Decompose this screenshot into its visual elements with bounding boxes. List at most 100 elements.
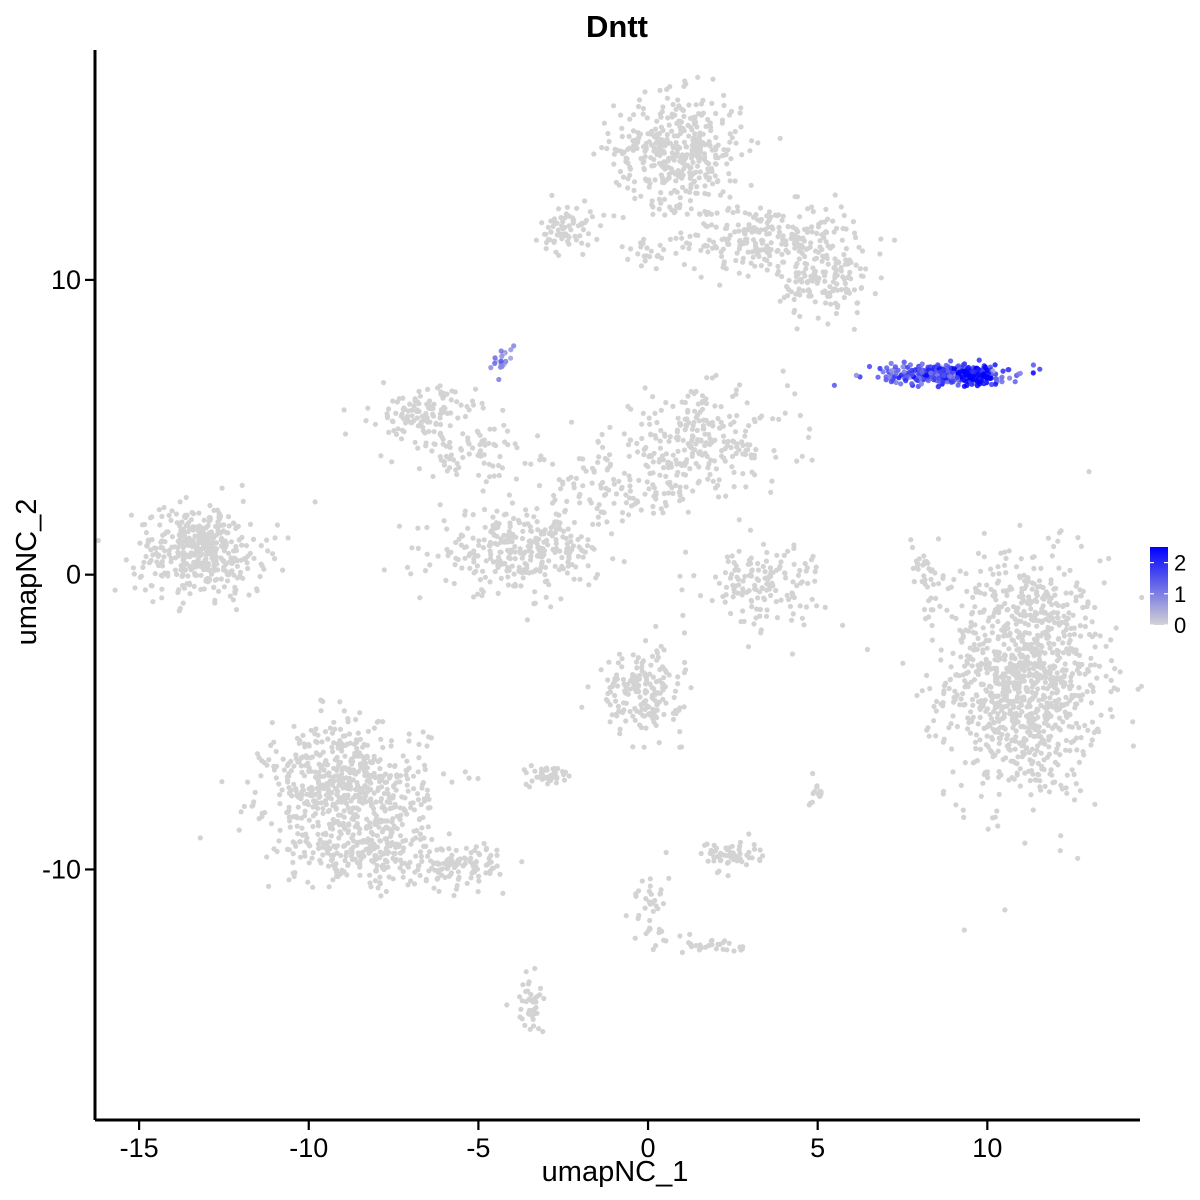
cell-point [1021, 608, 1027, 615]
cell-point [642, 491, 648, 497]
cell-point [344, 741, 350, 747]
cell-point [347, 776, 353, 783]
cell-point [363, 825, 369, 831]
cell-point [665, 115, 671, 121]
cell-point [191, 559, 197, 566]
cell-point [1064, 646, 1070, 652]
cell-point [921, 553, 927, 559]
cell-point [306, 842, 312, 848]
cell-point [229, 568, 235, 574]
cell-point [747, 527, 754, 533]
cell-point [373, 821, 379, 827]
cell-point [1055, 615, 1061, 621]
cell-point [994, 668, 1000, 674]
cell-point [827, 284, 833, 290]
cell-point [1018, 724, 1024, 730]
cell-point [980, 625, 986, 631]
cell-point [411, 403, 417, 409]
cell-point [768, 592, 774, 599]
cell-point [449, 388, 455, 394]
cell-point [638, 507, 644, 513]
cell-point [999, 707, 1005, 713]
cell-point [995, 618, 1001, 625]
cell-point [585, 537, 591, 543]
cell-point [358, 795, 364, 801]
cell-point [725, 558, 731, 565]
cell-point [339, 748, 345, 754]
cell-point [284, 777, 291, 783]
cell-point [552, 563, 558, 569]
cell-point [694, 124, 700, 130]
cell-point [642, 385, 648, 391]
cell-point [463, 845, 469, 851]
cell-point [940, 573, 946, 579]
cell-point [394, 774, 400, 780]
cell-point [716, 580, 723, 586]
cell-point [154, 559, 160, 565]
cell-point [377, 874, 383, 880]
cell-point [724, 554, 731, 560]
cell-point [408, 800, 414, 807]
cell-point [1055, 538, 1061, 544]
cell-point [769, 478, 775, 484]
cell-point [198, 538, 204, 544]
cell-point [769, 580, 775, 586]
cell-point [791, 561, 797, 567]
cell-point [397, 865, 403, 871]
cell-point [476, 878, 482, 884]
cell-point [332, 726, 338, 732]
cell-point [1074, 747, 1080, 753]
cell-point [1088, 662, 1094, 668]
cell-point [746, 831, 752, 837]
cell-point [950, 769, 956, 775]
cell-point [755, 567, 762, 573]
cell-point [938, 701, 944, 707]
cell-point [284, 762, 291, 769]
cell-point [1076, 759, 1082, 766]
cell-point [419, 858, 425, 865]
cell-point [738, 124, 744, 130]
cell-point [951, 576, 957, 583]
cell-point [823, 206, 829, 212]
cell-point [728, 421, 734, 427]
cell-point [611, 481, 617, 487]
cell-point [1049, 725, 1056, 731]
cell-point [628, 246, 634, 252]
cell-point [667, 434, 673, 440]
cell-point [352, 750, 358, 757]
cell-point [646, 486, 652, 492]
cell-point [589, 480, 595, 486]
cell-point [1032, 597, 1038, 603]
cell-point [490, 526, 496, 532]
cell-point [517, 546, 523, 552]
cell-point [845, 274, 851, 281]
cell-point [369, 858, 375, 864]
cell-point [532, 600, 538, 606]
cell-point [219, 485, 225, 491]
cell-point [557, 520, 563, 526]
cell-point [1026, 699, 1032, 705]
cell-point [1084, 604, 1090, 610]
cell-point [713, 946, 720, 952]
cell-point [336, 835, 342, 841]
cell-point [468, 850, 474, 856]
cell-point [252, 789, 258, 796]
cell-point [331, 852, 337, 858]
cell-point [483, 558, 489, 564]
cell-point [670, 490, 676, 496]
cell-point [181, 514, 188, 520]
cell-point [510, 515, 517, 522]
cell-point [995, 604, 1001, 610]
cell-point [1055, 636, 1061, 642]
cell-point [641, 236, 647, 242]
cell-point [1103, 673, 1109, 679]
cell-point [656, 206, 662, 212]
cell-point [201, 586, 207, 592]
cell-point [312, 800, 318, 806]
cell-point [331, 765, 337, 771]
cell-point [587, 209, 593, 215]
cell-point [782, 570, 788, 577]
cell-point [240, 498, 246, 504]
cell-point [967, 730, 974, 736]
cell-point [714, 210, 720, 216]
